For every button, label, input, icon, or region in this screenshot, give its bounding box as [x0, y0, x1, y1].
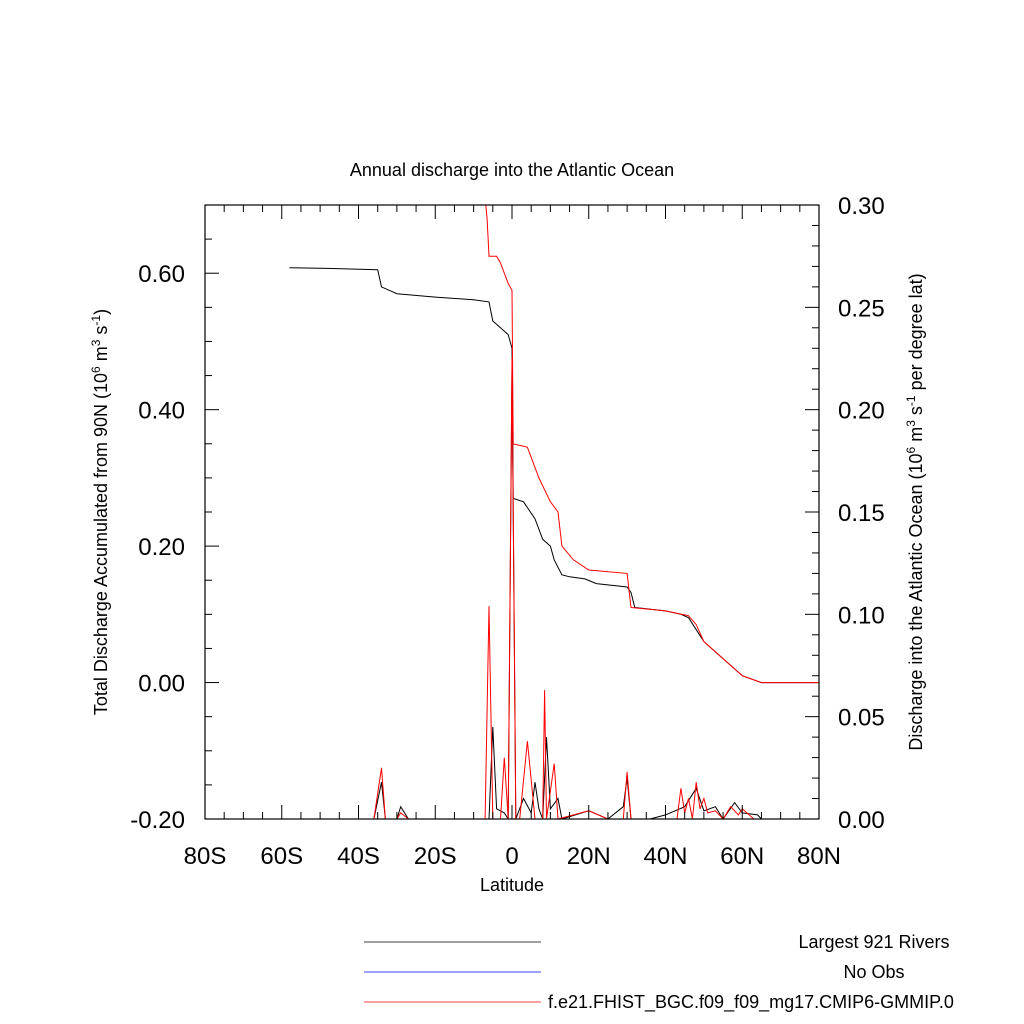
ticks-layer: 80S 60S 40S 20S 0 20N 40N 60N 80N -0.20 0.00 0.20 0.… [130, 193, 884, 870]
x-tick-label: 40N [643, 843, 687, 870]
y-left-tick-label: 0.00 [138, 671, 185, 698]
x-tick-label: 60N [720, 843, 764, 870]
x-tick-label: 20N [567, 843, 611, 870]
x-tick-label: 80N [797, 843, 841, 870]
y-right-tick-label: 0.30 [838, 193, 885, 220]
legend-label: Largest 921 Rivers [798, 932, 949, 952]
legend: Largest 921 Rivers No Obs f.e21.FHIST_BGC.… [364, 932, 954, 1013]
y-left-tick-label: 0.40 [138, 398, 185, 425]
x-tick-label: 40S [337, 843, 380, 870]
x-tick-label: 80S [184, 843, 227, 870]
x-tick-label: 60S [260, 843, 303, 870]
series-line-4 [205, 358, 819, 819]
y-left-tick-label: -0.20 [130, 807, 185, 834]
y-axis-label-left: Total Discharge Accumulated from 90N (10… [89, 309, 111, 715]
chart-title: Annual discharge into the Atlantic Ocean [350, 160, 674, 180]
y-right-tick-label: 0.10 [838, 602, 885, 629]
y-right-tick-label: 0.00 [838, 807, 885, 834]
y-right-tick-label: 0.15 [838, 500, 885, 527]
y-right-tick-label: 0.25 [838, 295, 885, 322]
x-tick-label: 0 [505, 843, 518, 870]
y-left-tick-label: 0.20 [138, 534, 185, 561]
legend-label: f.e21.FHIST_BGC.f09_f09_mg17.CMIP6-GMMIP… [548, 992, 954, 1013]
y-axis-label-right: Discharge into the Atlantic Ocean (106 m… [904, 273, 926, 750]
series-layer [205, 205, 819, 819]
series-line-2 [485, 205, 819, 684]
x-axis-label: Latitude [480, 875, 544, 895]
legend-label: No Obs [843, 962, 904, 982]
x-tick-label: 20S [414, 843, 457, 870]
y-right-tick-label: 0.05 [838, 705, 885, 732]
series-line-0 [289, 267, 819, 684]
plot-frame [204, 204, 820, 820]
y-left-tick-label: 0.60 [138, 261, 185, 288]
y-right-tick-label: 0.20 [838, 398, 885, 425]
series-line-3 [205, 368, 819, 819]
